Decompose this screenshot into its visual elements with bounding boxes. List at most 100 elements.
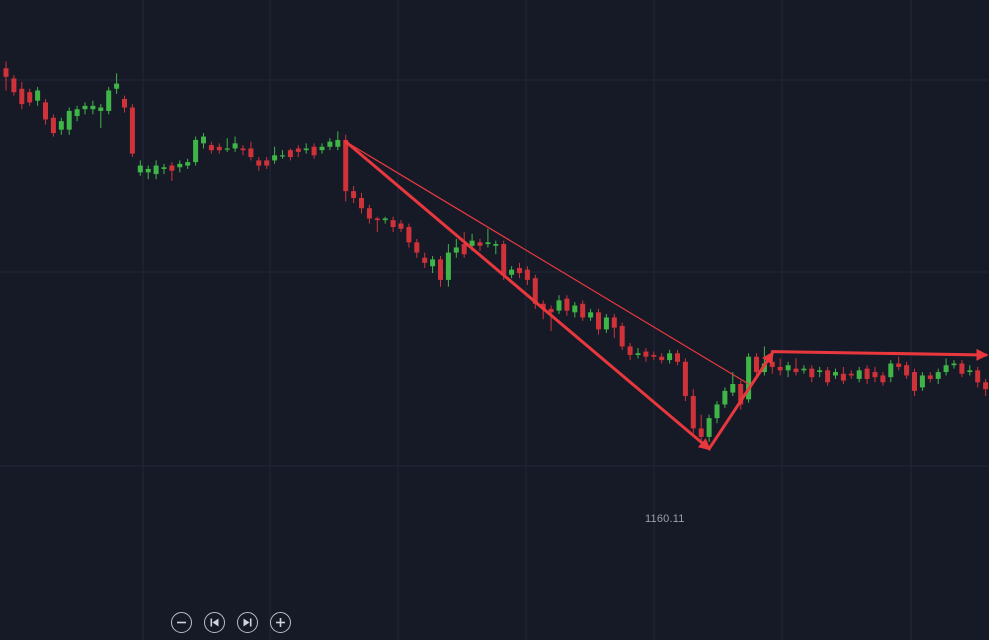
- candle: [287, 150, 293, 158]
- candle: [627, 346, 633, 355]
- candle: [919, 375, 925, 388]
- candle: [951, 363, 957, 366]
- candle: [398, 223, 404, 229]
- candle: [216, 146, 222, 151]
- candle: [572, 305, 578, 313]
- candle: [967, 370, 973, 373]
- candle: [74, 109, 80, 117]
- candle: [145, 168, 151, 173]
- candle: [343, 139, 349, 192]
- candle: [746, 356, 752, 400]
- candle: [248, 148, 254, 158]
- candle: [366, 208, 372, 219]
- candle: [809, 368, 815, 378]
- candle: [517, 267, 522, 274]
- candle: [35, 90, 41, 101]
- candle: [327, 141, 333, 147]
- candle: [706, 418, 712, 437]
- low-price-label: 1160.11: [645, 513, 685, 525]
- candle: [359, 197, 364, 209]
- plus-icon: [276, 618, 285, 627]
- candle: [406, 226, 412, 243]
- candle: [738, 384, 744, 405]
- candle: [730, 384, 736, 393]
- candle: [335, 139, 341, 147]
- candle: [817, 370, 823, 373]
- candle: [682, 361, 688, 396]
- candle: [122, 98, 127, 108]
- trend-arrow: [770, 348, 989, 361]
- candle: [856, 370, 862, 379]
- candle: [675, 353, 680, 362]
- candle: [501, 244, 507, 275]
- candle: [264, 160, 270, 166]
- candle: [611, 317, 617, 328]
- candle: [588, 312, 594, 318]
- candle: [66, 110, 72, 130]
- candle: [161, 167, 167, 169]
- candle: [801, 368, 807, 371]
- trend-annotations: [344, 140, 989, 451]
- zoom-out-button[interactable]: [171, 612, 192, 633]
- candle: [50, 117, 56, 134]
- candle: [840, 373, 846, 381]
- candle: [43, 102, 48, 120]
- skip-forward-icon: [243, 618, 252, 627]
- zoom-in-button[interactable]: [270, 612, 291, 633]
- candle: [422, 257, 428, 263]
- candle: [603, 317, 609, 330]
- candle: [58, 121, 64, 130]
- candle: [659, 356, 665, 361]
- candle: [493, 244, 499, 246]
- candle: [959, 363, 965, 374]
- candle: [232, 143, 238, 149]
- candle: [540, 303, 546, 309]
- candle: [714, 404, 720, 419]
- candle: [785, 365, 791, 371]
- candle: [469, 240, 475, 246]
- candle: [777, 366, 783, 371]
- candle: [556, 300, 562, 311]
- candle: [564, 298, 570, 311]
- candle: [382, 218, 388, 221]
- candle: [975, 370, 981, 383]
- candle: [453, 247, 459, 253]
- candle: [169, 165, 175, 171]
- candle: [438, 259, 443, 280]
- candle: [667, 353, 673, 361]
- candle: [272, 155, 278, 161]
- candle: [374, 218, 380, 221]
- candle: [619, 325, 625, 347]
- candle: [319, 146, 325, 151]
- candle: [414, 242, 420, 253]
- candle: [201, 136, 206, 144]
- candle: [303, 148, 309, 151]
- candle: [295, 148, 301, 152]
- candle: [390, 220, 396, 227]
- skip-back-icon: [210, 618, 219, 627]
- candle: [864, 368, 870, 379]
- trend-arrow: [344, 140, 711, 451]
- go-end-button[interactable]: [237, 612, 258, 633]
- candle: [280, 155, 285, 157]
- candle: [927, 375, 933, 379]
- candle: [722, 390, 728, 405]
- candle: [3, 68, 9, 77]
- minus-icon: [177, 621, 186, 624]
- candle: [698, 428, 704, 437]
- candle: [445, 252, 451, 280]
- candle: [983, 382, 989, 390]
- candle: [106, 90, 112, 111]
- candle: [580, 303, 586, 318]
- candle: [153, 165, 159, 175]
- candle: [643, 351, 649, 357]
- candle: [524, 269, 530, 280]
- candle: [27, 92, 33, 103]
- candle: [769, 361, 775, 367]
- candle: [19, 88, 25, 105]
- go-start-button[interactable]: [204, 612, 225, 633]
- candle: [651, 354, 657, 357]
- candle: [943, 365, 949, 373]
- candle: [509, 269, 515, 275]
